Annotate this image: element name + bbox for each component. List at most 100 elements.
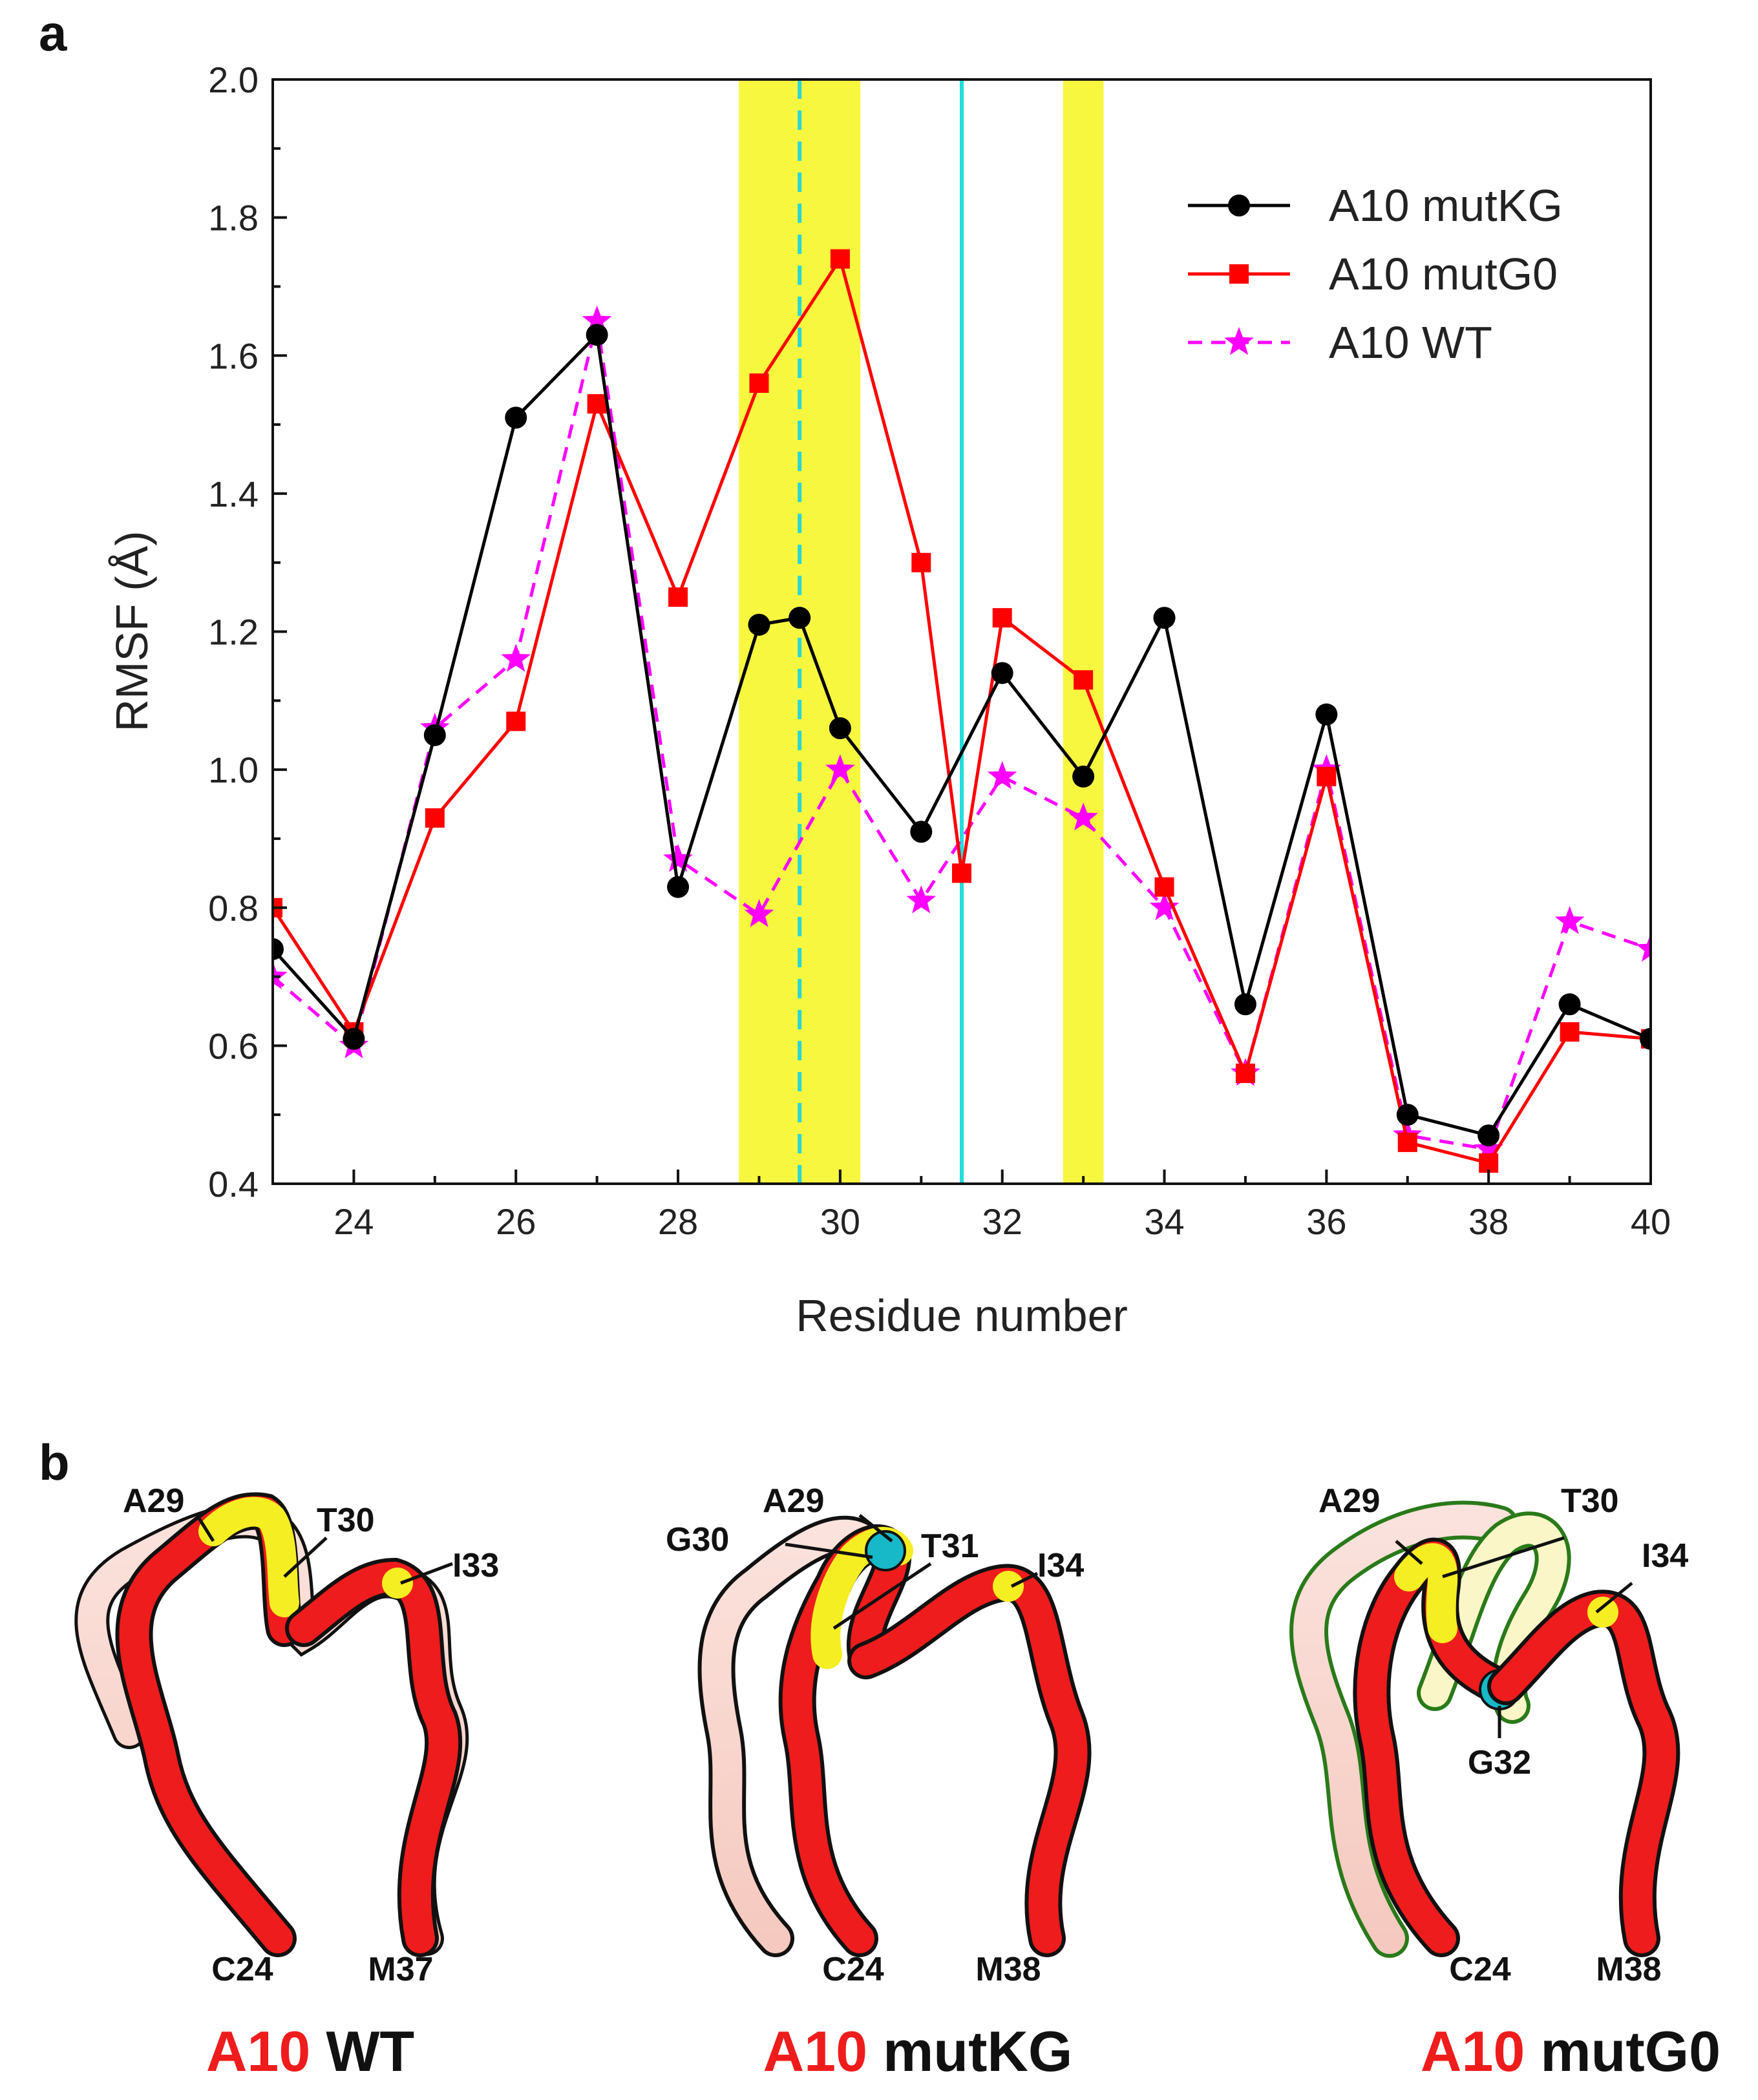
- data-point: [1636, 933, 1651, 962]
- data-point: [1474, 1133, 1503, 1162]
- data-point: [1315, 703, 1338, 726]
- x-tick-label: 28: [658, 1201, 698, 1242]
- residue-i33-highlight: [382, 1568, 413, 1599]
- data-point: [987, 761, 1017, 790]
- y-tick-label: 1.8: [208, 198, 259, 238]
- data-point: [1234, 993, 1256, 1016]
- legend-marker: [1228, 194, 1250, 216]
- caption-mutg0: A10 mutG0: [1421, 2019, 1721, 2083]
- data-point: [1558, 993, 1581, 1016]
- series-a10-mutkg: [273, 324, 1651, 1147]
- tube-main-right: [851, 1568, 1088, 1953]
- data-point: [992, 608, 1012, 628]
- structure-mutkg: A29 G30 T31 I34 C24 M38 A10 mutKG: [666, 1482, 1092, 2083]
- data-point: [1149, 892, 1180, 921]
- caption-mutg0-red: A10: [1421, 2019, 1525, 2083]
- data-point: [1154, 877, 1174, 897]
- x-tick-label: 38: [1468, 1201, 1509, 1242]
- data-point: [587, 394, 607, 414]
- y-tick-label: 1.4: [208, 474, 259, 514]
- data-point: [1068, 802, 1098, 831]
- data-point: [910, 821, 933, 843]
- panel-b-label: b: [39, 1434, 70, 1491]
- legend-marker: [1229, 264, 1249, 284]
- data-point: [1397, 1132, 1417, 1152]
- label-t31: T31: [921, 1528, 979, 1565]
- data-point: [825, 754, 855, 782]
- data-point: [668, 587, 688, 607]
- x-tick-label: 36: [1306, 1201, 1346, 1242]
- legend: A10 mutKG A10 mutG0 A10 WT: [1188, 180, 1563, 368]
- label-g32: G32: [1468, 1744, 1531, 1781]
- axis-ticks: 24 26 28 30 32 34 36 38 40 0.4 0.6 0.8 1.0 1.2 1.4 1.6 1…: [208, 59, 1671, 1242]
- y-tick-label: 1.6: [208, 335, 259, 376]
- label-t30: T30: [1561, 1482, 1619, 1520]
- data-point: [425, 808, 445, 828]
- leader-t30: [1442, 1536, 1565, 1579]
- y-axis-label: RMSF (Å): [107, 530, 157, 731]
- label-t30: T30: [317, 1502, 375, 1539]
- label-c24: C24: [822, 1951, 884, 1988]
- label-g30: G30: [666, 1521, 729, 1559]
- data-point: [1153, 607, 1176, 629]
- x-tick-label: 40: [1631, 1201, 1671, 1242]
- y-tick-label: 0.6: [208, 1025, 259, 1066]
- y-tick-label: 2.0: [208, 59, 259, 100]
- residue-g30-highlight: [865, 1530, 906, 1571]
- data-point: [911, 552, 931, 572]
- legend-label: A10 mutKG: [1329, 180, 1563, 231]
- data-point: [423, 724, 446, 746]
- data-point: [506, 711, 526, 731]
- y-tick-label: 0.4: [208, 1164, 259, 1204]
- data-point: [663, 844, 693, 872]
- data-point: [744, 899, 774, 927]
- series-line: [273, 320, 1651, 1151]
- y-tick-label: 0.8: [208, 888, 259, 929]
- x-tick-label: 24: [334, 1201, 374, 1242]
- label-m38: M38: [1596, 1951, 1661, 1988]
- x-tick-label: 26: [496, 1201, 536, 1242]
- reference-lines: [798, 79, 964, 1184]
- caption-mutkg-red: A10: [763, 2019, 867, 2083]
- legend-label: A10 mutG0: [1329, 249, 1558, 299]
- data-point: [1560, 1022, 1580, 1042]
- data-point: [343, 1027, 365, 1050]
- data-point: [1554, 906, 1585, 934]
- y-tick-label: 1.2: [208, 612, 259, 653]
- y-tick-label: 1.0: [208, 750, 259, 790]
- data-point: [830, 249, 850, 269]
- tube-main-right: [1491, 1593, 1677, 1953]
- label-a29: A29: [1318, 1482, 1380, 1520]
- data-point: [273, 961, 288, 989]
- legend-label: A10 WT: [1329, 317, 1492, 368]
- tube-main-right: [289, 1561, 459, 1953]
- data-point: [505, 406, 527, 429]
- data-point: [991, 662, 1013, 684]
- label-i34: I34: [1642, 1537, 1688, 1575]
- data-point: [1317, 766, 1337, 786]
- data-point: [789, 607, 811, 629]
- x-tick-label: 34: [1144, 1201, 1184, 1242]
- leader-a29: [858, 1514, 893, 1542]
- structure-mutg0: A29 T30 I34 G32 C24 M38 A10 mutG0: [1289, 1482, 1721, 2083]
- leader-i33: [400, 1562, 453, 1585]
- residue-i34-highlight: [993, 1571, 1024, 1602]
- caption-mutg0-black: mutG0: [1540, 2019, 1721, 2083]
- data-point: [667, 876, 690, 898]
- tube-highlight-a29-t30: [198, 1496, 299, 1617]
- data-point: [952, 863, 971, 883]
- label-i33: I33: [452, 1547, 499, 1584]
- data-point: [1479, 1153, 1499, 1173]
- highlight-band-1: [1063, 79, 1104, 1184]
- data-point: [1396, 1104, 1419, 1126]
- data-point: [906, 885, 937, 914]
- structure-wt: A29 T30 I33 C24 M37 A10 WT: [74, 1482, 499, 2083]
- data-point: [1074, 670, 1094, 690]
- panel-a-label: a: [39, 5, 67, 61]
- legend-marker: [1224, 327, 1254, 355]
- data-point: [748, 613, 770, 636]
- leader-a29: [195, 1514, 215, 1542]
- caption-wt-black: WT: [326, 2019, 414, 2083]
- leader-g30: [785, 1542, 873, 1559]
